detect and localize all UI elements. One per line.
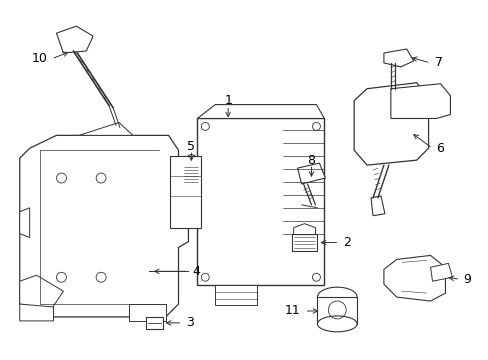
Text: 2: 2: [343, 236, 350, 249]
Polygon shape: [20, 208, 30, 238]
Polygon shape: [353, 83, 427, 165]
Polygon shape: [317, 297, 356, 324]
Text: 8: 8: [307, 154, 315, 167]
Bar: [197, 118, 324, 285]
Polygon shape: [56, 26, 93, 53]
Polygon shape: [20, 275, 63, 309]
Polygon shape: [291, 234, 317, 251]
Polygon shape: [383, 255, 445, 301]
Polygon shape: [20, 135, 188, 317]
Text: 7: 7: [434, 57, 442, 69]
Text: 1: 1: [224, 94, 232, 107]
Text: 5: 5: [187, 140, 195, 153]
Ellipse shape: [317, 316, 356, 332]
Text: 4: 4: [192, 265, 200, 278]
Polygon shape: [197, 105, 324, 118]
Polygon shape: [293, 224, 315, 235]
Polygon shape: [129, 304, 165, 321]
Polygon shape: [390, 84, 449, 118]
Text: 10: 10: [32, 53, 47, 66]
Text: 11: 11: [284, 305, 300, 318]
Polygon shape: [182, 164, 200, 185]
Polygon shape: [145, 317, 163, 329]
Polygon shape: [79, 122, 133, 135]
Polygon shape: [383, 49, 413, 67]
Bar: [215, 285, 256, 305]
Polygon shape: [183, 154, 199, 165]
Text: 9: 9: [462, 273, 470, 286]
Polygon shape: [297, 163, 325, 184]
Text: 6: 6: [436, 142, 444, 155]
Polygon shape: [429, 264, 451, 281]
Text: 3: 3: [186, 316, 194, 329]
Ellipse shape: [317, 287, 356, 307]
Polygon shape: [20, 304, 53, 321]
Polygon shape: [370, 196, 384, 216]
Bar: [169, 156, 201, 228]
